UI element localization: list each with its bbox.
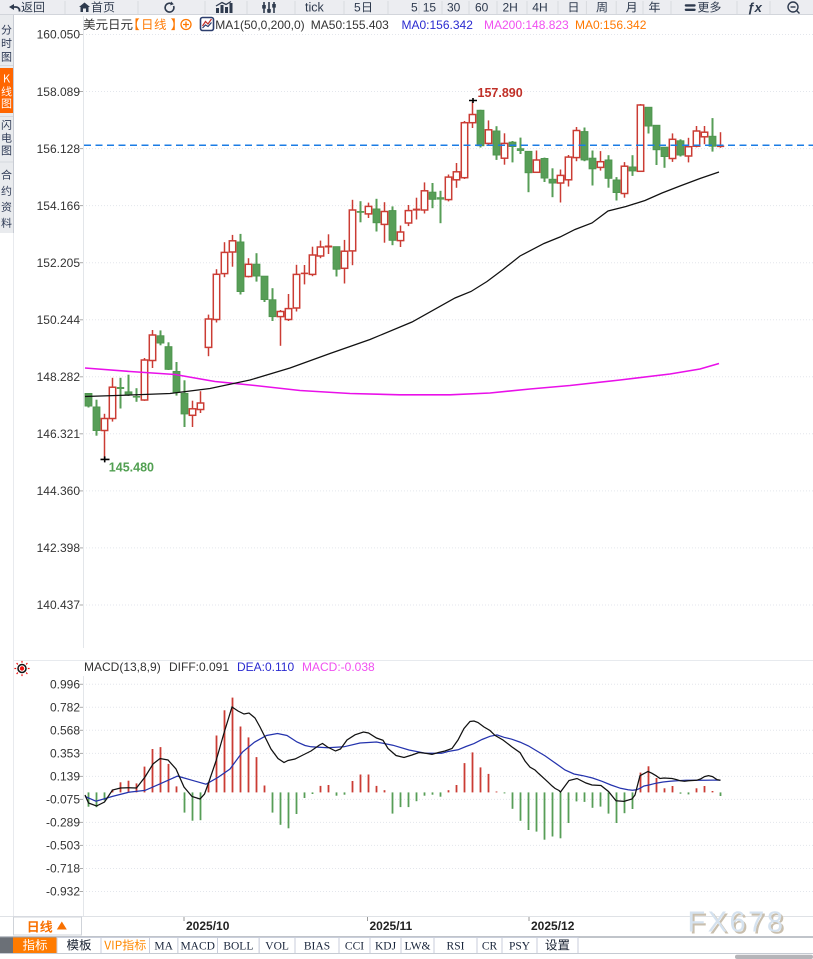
svg-text:MA: MA: [154, 941, 173, 953]
svg-text:15: 15: [423, 1, 437, 15]
svg-text:0.996: 0.996: [50, 678, 80, 692]
svg-text:156.128: 156.128: [37, 142, 81, 156]
svg-text:0.568: 0.568: [50, 724, 80, 738]
svg-text:60: 60: [475, 1, 489, 15]
svg-text:MA200:148.823: MA200:148.823: [484, 18, 569, 32]
svg-text:0.353: 0.353: [50, 747, 80, 761]
svg-text:0.139: 0.139: [50, 770, 80, 784]
svg-text:VOL: VOL: [265, 941, 289, 953]
svg-text:150.244: 150.244: [37, 313, 81, 327]
svg-text:142.398: 142.398: [37, 541, 81, 555]
svg-text:MA50:155.403: MA50:155.403: [311, 18, 389, 32]
svg-text:4H: 4H: [532, 1, 547, 15]
svg-text:158.089: 158.089: [37, 85, 81, 99]
svg-text:MACD: MACD: [180, 941, 215, 953]
svg-text:CCI: CCI: [345, 941, 364, 953]
svg-text:MACD(13,8,9): MACD(13,8,9): [84, 660, 161, 674]
svg-text:140.437: 140.437: [37, 598, 81, 612]
svg-text:-0.718: -0.718: [46, 862, 80, 876]
svg-text:2025/11: 2025/11: [370, 919, 413, 933]
svg-text:2025/12: 2025/12: [531, 919, 575, 933]
svg-text:0.782: 0.782: [50, 701, 80, 715]
svg-text:144.360: 144.360: [37, 484, 81, 498]
svg-text:MA0:156.342: MA0:156.342: [575, 18, 647, 32]
svg-text:BIAS: BIAS: [304, 941, 330, 953]
svg-text:-0.503: -0.503: [46, 839, 80, 853]
svg-text:-0.075: -0.075: [46, 793, 80, 807]
svg-text:PSY: PSY: [509, 941, 531, 953]
svg-text:146.321: 146.321: [37, 427, 81, 441]
svg-text:MA1(50,0,200,0): MA1(50,0,200,0): [215, 18, 304, 32]
svg-text:148.282: 148.282: [37, 370, 81, 384]
svg-text:145.480: 145.480: [109, 461, 154, 475]
svg-text:157.890: 157.890: [478, 86, 523, 100]
svg-text:FX678: FX678: [688, 907, 786, 939]
svg-text:2025/10: 2025/10: [186, 919, 230, 933]
svg-text:RSI: RSI: [447, 941, 465, 953]
svg-text:ƒx: ƒx: [747, 0, 762, 15]
svg-text:FX678: FX678: [690, 909, 788, 941]
svg-text:BOLL: BOLL: [223, 941, 253, 953]
svg-text:KDJ: KDJ: [375, 941, 397, 953]
svg-text:154.166: 154.166: [37, 199, 81, 213]
svg-text:152.205: 152.205: [37, 256, 81, 270]
svg-text:MA0:156.342: MA0:156.342: [402, 18, 474, 32]
svg-text:5: 5: [411, 1, 418, 15]
svg-text:-0.932: -0.932: [46, 885, 80, 899]
svg-text:CR: CR: [482, 941, 498, 953]
svg-text:LW&: LW&: [405, 941, 431, 953]
svg-text:5: 5: [354, 1, 361, 15]
svg-text:30: 30: [447, 1, 461, 15]
svg-text:MACD:-0.038: MACD:-0.038: [302, 660, 375, 674]
svg-text:160.050: 160.050: [37, 28, 81, 42]
svg-text:DEA:0.110: DEA:0.110: [237, 660, 294, 674]
svg-text:2H: 2H: [503, 1, 518, 15]
svg-text:DIFF:0.091: DIFF:0.091: [169, 660, 229, 674]
svg-text:tick: tick: [305, 1, 325, 15]
svg-text:-0.289: -0.289: [46, 816, 80, 830]
